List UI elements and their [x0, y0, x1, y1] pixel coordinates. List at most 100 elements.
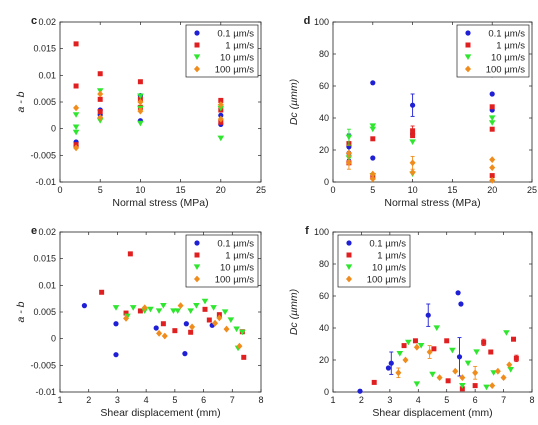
data-point [500, 374, 507, 381]
data-point [183, 321, 189, 327]
x-tick-label: 4 [144, 395, 149, 405]
data-point [233, 326, 240, 333]
data-point [201, 298, 209, 305]
legend-label: 1 µm/s [496, 41, 525, 52]
data-point [147, 306, 154, 313]
data-point [137, 79, 143, 85]
data-point [160, 321, 166, 327]
data-point [137, 93, 144, 100]
y-tick-label: 0 [324, 177, 329, 187]
data-point [489, 126, 495, 132]
data-point [410, 102, 416, 108]
series-1 [357, 282, 464, 394]
y-tick-label: 80 [319, 49, 329, 59]
data-point [458, 301, 464, 307]
x-tick-label: 5 [370, 185, 375, 195]
data-point [212, 319, 219, 327]
x-axis-label: Shear displacement (mm) [100, 407, 220, 419]
series-2 [371, 336, 519, 392]
data-point [369, 126, 377, 133]
legend-label: 0.1 µm/s [217, 239, 254, 250]
data-point [445, 378, 451, 384]
y-tick-label: 60 [319, 291, 329, 301]
series-3 [72, 88, 225, 142]
data-point [385, 365, 392, 371]
y-tick-label: 0 [324, 387, 329, 397]
data-point [369, 123, 377, 129]
legend-marker [346, 240, 352, 246]
data-point [455, 290, 461, 296]
panel-c: 0 5 10 15 20 25 -0.01 -0.005 0 0.005 0.01 0.015 0.02… [15, 15, 266, 209]
y-tick-label: -0.01 [35, 387, 56, 397]
data-point [210, 305, 217, 311]
data-point [431, 346, 437, 352]
y-tick-label: 0.01 [38, 280, 56, 290]
data-point [412, 338, 418, 344]
data-point [218, 97, 224, 103]
data-point [494, 367, 501, 375]
x-tick-label: 7 [230, 395, 235, 405]
data-point [489, 382, 496, 389]
y-axis-label: a - b [15, 301, 27, 322]
y-tick-label: 0.01 [38, 70, 56, 80]
data-point [413, 343, 420, 351]
series-1 [346, 72, 495, 161]
data-point [187, 308, 194, 314]
panel-e: 1 2 3 4 5 6 7 8 -0.01 -0.005 0 0.005 0.01 0.015 0.02e S… [15, 225, 264, 419]
series-3 [396, 325, 514, 391]
data-point [161, 332, 168, 340]
legend-label: 0.1 µm/s [488, 29, 525, 40]
data-point [405, 339, 412, 346]
y-tick-label: -0.005 [30, 360, 56, 370]
x-tick-label: 10 [135, 185, 145, 195]
data-point [506, 361, 513, 369]
y-tick-label: 0.005 [33, 307, 56, 317]
data-point [459, 386, 465, 392]
data-point [217, 135, 225, 142]
data-point [236, 342, 243, 350]
data-point [489, 91, 495, 97]
series-3 [112, 298, 246, 352]
data-point [155, 308, 163, 314]
y-tick-label: 40 [319, 113, 329, 123]
data-point [464, 360, 472, 367]
data-point [489, 164, 496, 171]
series-3 [345, 115, 496, 179]
data-point [410, 128, 416, 134]
data-point [371, 379, 377, 385]
data-point [413, 381, 421, 387]
data-point [97, 90, 104, 98]
data-point [357, 388, 363, 394]
data-point [193, 303, 200, 309]
x-tick-label: 6 [473, 395, 478, 405]
data-point [112, 305, 120, 311]
y-tick-label: 0.015 [33, 44, 56, 54]
data-point [141, 304, 148, 312]
y-tick-label: 0.02 [38, 17, 56, 27]
x-tick-label: 10 [408, 185, 418, 195]
x-tick-label: 2 [359, 395, 364, 405]
x-tick-label: 20 [487, 185, 497, 195]
data-point [97, 71, 103, 77]
data-point [129, 305, 137, 311]
legend-label: 100 µm/s [215, 275, 255, 286]
data-point [227, 317, 235, 323]
x-tick-label: 20 [216, 185, 226, 195]
x-tick-label: 5 [98, 185, 103, 195]
data-point [345, 159, 352, 167]
data-point [481, 339, 487, 345]
legend-marker [464, 54, 472, 60]
x-tick-label: 15 [447, 185, 457, 195]
data-point [217, 105, 225, 112]
data-point [409, 139, 416, 145]
data-point [489, 177, 496, 184]
x-tick-label: 25 [256, 185, 266, 195]
y-tick-label: 0 [51, 124, 56, 134]
data-point [174, 308, 182, 314]
data-point [223, 325, 230, 333]
x-tick-label: 7 [501, 395, 506, 405]
